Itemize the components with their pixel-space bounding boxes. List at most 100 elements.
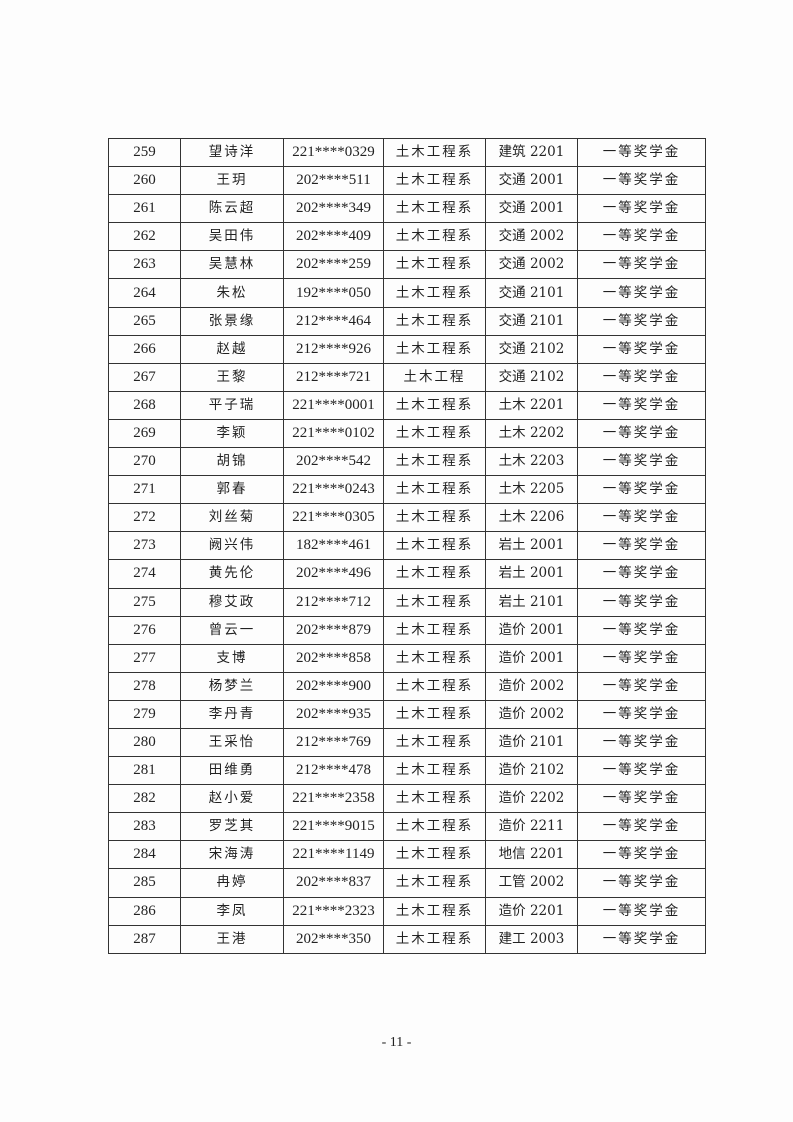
table-row: 287 王港 202****350 土木工程系 建工 2003 一等奖学金	[108, 924, 706, 954]
department: 土木工程系	[383, 390, 486, 420]
table-row: 276 曾云一 202****879 土木工程系 造价 2001 一等奖学金	[108, 615, 706, 645]
award: 一等奖学金	[577, 222, 706, 252]
department: 土木工程系	[383, 475, 486, 505]
award: 一等奖学金	[577, 306, 706, 336]
award: 一等奖学金	[577, 699, 706, 729]
table-row: 284 宋海涛 221****1149 土木工程系 地信 2201 一等奖学金	[108, 840, 706, 870]
row-number: 280	[108, 727, 181, 758]
table-row: 264 朱松 192****050 土木工程系 交通 2101 一等奖学金	[108, 278, 706, 308]
department: 土木工程系	[383, 194, 486, 224]
award: 一等奖学金	[577, 418, 706, 449]
row-number: 282	[108, 784, 181, 814]
department: 土木工程系	[383, 559, 486, 589]
student-name: 王黎	[180, 362, 284, 392]
award: 一等奖学金	[577, 643, 706, 673]
class-name: 造价 2101	[485, 727, 578, 758]
class-name: 造价 2102	[485, 756, 578, 786]
class-name: 地信 2201	[485, 840, 578, 870]
award: 一等奖学金	[577, 390, 706, 420]
table-row: 263 吴慧林 202****259 土木工程系 交通 2002 一等奖学金	[108, 250, 706, 280]
class-name: 工管 2002	[485, 868, 578, 898]
row-number: 268	[108, 390, 181, 420]
award: 一等奖学金	[577, 531, 706, 561]
student-name: 穆艾政	[180, 587, 284, 617]
award: 一等奖学金	[577, 840, 706, 870]
award: 一等奖学金	[577, 250, 706, 280]
table-row: 274 黄先伦 202****496 土木工程系 岩土 2001 一等奖学金	[108, 559, 706, 589]
department: 土木工程系	[383, 587, 486, 617]
class-name: 土木 2202	[485, 418, 578, 449]
department: 土木工程系	[383, 643, 486, 673]
student-name: 黄先伦	[180, 559, 284, 589]
row-number: 271	[108, 475, 181, 505]
award: 一等奖学金	[577, 615, 706, 645]
student-id: 182****461	[283, 531, 384, 561]
award: 一等奖学金	[577, 362, 706, 392]
student-id: 202****858	[283, 643, 384, 673]
row-number: 277	[108, 643, 181, 673]
department: 土木工程系	[383, 615, 486, 645]
department: 土木工程系	[383, 137, 486, 168]
class-name: 交通 2001	[485, 194, 578, 224]
student-name: 赵小爱	[180, 784, 284, 814]
table-row: 259 望诗洋 221****0329 土木工程系 建筑 2201 一等奖学金	[108, 137, 706, 168]
award: 一等奖学金	[577, 194, 706, 224]
student-name: 赵越	[180, 334, 284, 364]
class-name: 岩土 2101	[485, 587, 578, 617]
table-row: 270 胡锦 202****542 土木工程系 土木 2203 一等奖学金	[108, 447, 706, 477]
award: 一等奖学金	[577, 503, 706, 533]
department: 土木工程系	[383, 222, 486, 252]
student-id: 212****769	[283, 727, 384, 758]
scholarship-table: 259 望诗洋 221****0329 土木工程系 建筑 2201 一等奖学金 260 王玥 2…	[108, 137, 706, 954]
student-id: 202****349	[283, 194, 384, 224]
student-name: 陈云超	[180, 194, 284, 224]
class-name: 土木 2205	[485, 475, 578, 505]
department: 土木工程系	[383, 756, 486, 786]
department: 土木工程系	[383, 418, 486, 449]
row-number: 272	[108, 503, 181, 533]
award: 一等奖学金	[577, 137, 706, 168]
student-id: 221****0329	[283, 137, 384, 168]
row-number: 278	[108, 671, 181, 701]
row-number: 281	[108, 756, 181, 786]
row-number: 266	[108, 334, 181, 364]
student-id: 192****050	[283, 278, 384, 308]
student-id: 202****837	[283, 868, 384, 898]
department: 土木工程系	[383, 278, 486, 308]
row-number: 274	[108, 559, 181, 589]
table-row: 285 冉婷 202****837 土木工程系 工管 2002 一等奖学金	[108, 868, 706, 898]
department: 土木工程系	[383, 447, 486, 477]
award: 一等奖学金	[577, 334, 706, 364]
student-id: 212****712	[283, 587, 384, 617]
student-name: 王玥	[180, 166, 284, 196]
award: 一等奖学金	[577, 447, 706, 477]
student-name: 冉婷	[180, 868, 284, 898]
student-name: 宋海涛	[180, 840, 284, 870]
department: 土木工程系	[383, 334, 486, 364]
department: 土木工程系	[383, 671, 486, 701]
table-row: 275 穆艾政 212****712 土木工程系 岩土 2101 一等奖学金	[108, 587, 706, 617]
award: 一等奖学金	[577, 756, 706, 786]
student-id: 212****464	[283, 306, 384, 336]
award: 一等奖学金	[577, 812, 706, 842]
student-id: 221****2323	[283, 896, 384, 926]
class-name: 造价 2211	[485, 812, 578, 842]
department: 土木工程系	[383, 896, 486, 926]
student-id: 221****0001	[283, 390, 384, 420]
department: 土木工程系	[383, 784, 486, 814]
award: 一等奖学金	[577, 278, 706, 308]
award: 一等奖学金	[577, 166, 706, 196]
department: 土木工程系	[383, 840, 486, 870]
award: 一等奖学金	[577, 784, 706, 814]
row-number: 286	[108, 896, 181, 926]
row-number: 284	[108, 840, 181, 870]
award: 一等奖学金	[577, 671, 706, 701]
student-name: 杨梦兰	[180, 671, 284, 701]
student-id: 202****542	[283, 447, 384, 477]
department: 土木工程系	[383, 699, 486, 729]
row-number: 283	[108, 812, 181, 842]
class-name: 交通 2002	[485, 222, 578, 252]
award: 一等奖学金	[577, 727, 706, 758]
class-name: 造价 2002	[485, 671, 578, 701]
class-name: 土木 2201	[485, 390, 578, 420]
